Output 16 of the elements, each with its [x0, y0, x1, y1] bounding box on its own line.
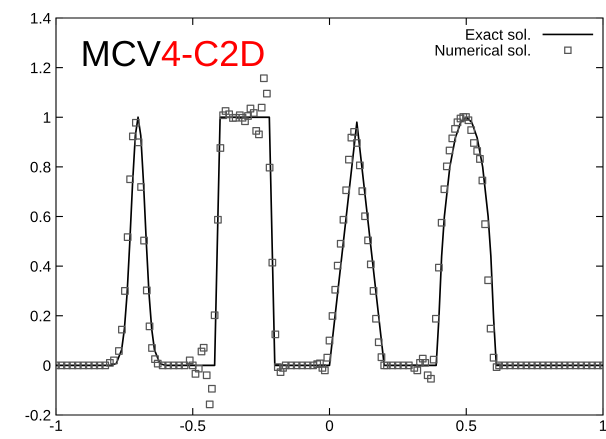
y-tick-label: 0.8 — [30, 162, 50, 173]
y-tick-label: 0 — [43, 360, 51, 372]
chart-title: MCV4-C2D — [84, 40, 264, 66]
y-tick-label: 1 — [44, 112, 50, 123]
y-tick-label: 0.2 — [30, 310, 50, 322]
y-tick-label: 1.4 — [31, 13, 51, 24]
y-tick-label: 0.4 — [30, 260, 51, 272]
legend-label: Exact sol. — [466, 28, 530, 40]
x-tick-label: -1 — [50, 420, 62, 431]
y-tick-label: 0.6 — [30, 211, 50, 222]
legend-label: Numerical sol. — [436, 44, 530, 56]
y-tick-label: 1.2 — [31, 62, 50, 74]
x-tick-label: 0.5 — [456, 420, 476, 432]
y-tick-label: -0.2 — [25, 410, 50, 421]
x-tick-label: -0.5 — [180, 420, 206, 432]
x-tick-label: 0 — [326, 420, 334, 432]
